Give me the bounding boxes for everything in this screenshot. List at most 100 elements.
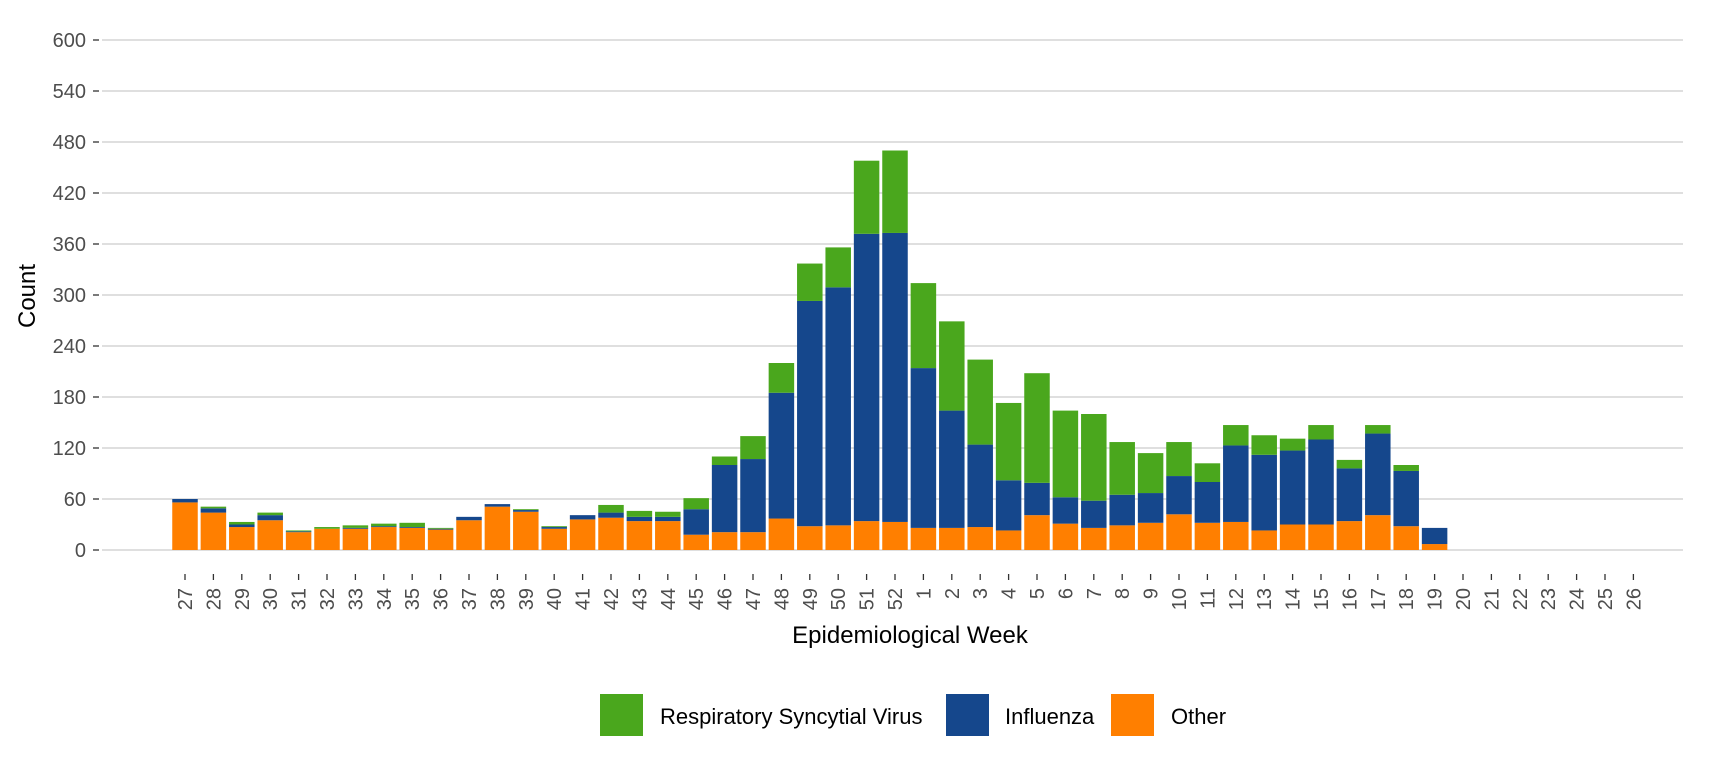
x-tick-label: 40 xyxy=(544,588,566,610)
x-tick-label: 30 xyxy=(260,588,282,610)
x-tick-label: 48 xyxy=(771,588,793,610)
bar-segment xyxy=(399,527,425,550)
bar-segment xyxy=(626,510,653,517)
bar-segment xyxy=(1251,454,1277,531)
x-tick-label: 33 xyxy=(345,588,367,610)
x-tick-label: 34 xyxy=(374,588,396,610)
x-tick-label: 20 xyxy=(1453,588,1475,610)
bar-segment xyxy=(1137,493,1164,523)
y-tick-label: 480 xyxy=(53,132,86,154)
bar-segment xyxy=(853,521,880,550)
bar-segment xyxy=(768,518,795,550)
bar-segment xyxy=(541,528,567,550)
x-tick-label: 41 xyxy=(573,588,595,610)
bar-segment xyxy=(1279,438,1306,451)
x-tick-label: 25 xyxy=(1595,588,1617,610)
bar-segment xyxy=(1194,482,1221,523)
x-tick-label: 11 xyxy=(1197,588,1219,609)
bar-segment xyxy=(711,456,738,465)
bar-segment xyxy=(1081,527,1107,550)
bar-segment xyxy=(1279,524,1306,550)
bar-segment xyxy=(882,150,908,233)
x-tick-label: 17 xyxy=(1368,588,1390,610)
bar-segment xyxy=(939,410,965,528)
legend-swatch xyxy=(946,694,989,736)
bar-segment xyxy=(427,529,454,550)
bar-segment xyxy=(1365,433,1391,516)
bar-segment xyxy=(825,525,851,550)
bar-segment xyxy=(314,528,340,550)
bar-segment xyxy=(1308,439,1334,525)
x-tick-label: 12 xyxy=(1226,588,1248,610)
x-tick-label: 15 xyxy=(1311,588,1333,610)
bar-segment xyxy=(342,525,369,528)
bar-segment xyxy=(427,528,454,530)
bar-segment xyxy=(371,526,397,528)
bar-segment xyxy=(655,516,681,522)
bar-segment xyxy=(967,359,993,445)
bar-segment xyxy=(1336,459,1363,469)
bar-segment xyxy=(683,498,709,510)
y-tick-label: 60 xyxy=(64,489,86,511)
x-tick-label: 5 xyxy=(1027,588,1049,599)
bar-segment xyxy=(1365,425,1391,434)
bar-segment xyxy=(1308,524,1334,550)
bar-segment xyxy=(541,527,567,529)
x-tick-label: 37 xyxy=(459,588,481,610)
bar-segment xyxy=(200,508,227,513)
bar-segment xyxy=(1336,521,1363,550)
bar-segment xyxy=(711,465,738,533)
bar-segment xyxy=(967,527,993,550)
x-tick-label: 46 xyxy=(715,588,737,610)
bar-segment xyxy=(1223,445,1249,522)
bar-segment xyxy=(882,521,908,550)
bar-segment xyxy=(257,520,283,550)
bar-segment xyxy=(598,512,624,518)
bar-segment xyxy=(910,527,937,550)
y-axis-title: Count xyxy=(14,264,41,328)
x-tick-label: 2 xyxy=(942,588,964,599)
legend-swatch xyxy=(600,694,643,736)
bar-segment xyxy=(797,300,823,527)
bar-segment xyxy=(797,263,823,301)
x-tick-label: 49 xyxy=(800,588,822,610)
bar-segment xyxy=(569,515,596,520)
bar-segment xyxy=(1251,530,1277,550)
legend-swatch xyxy=(1111,694,1154,736)
bar-segment xyxy=(541,526,567,528)
bar-segment xyxy=(655,511,681,517)
bar-segment xyxy=(1393,465,1419,471)
x-tick-label: 35 xyxy=(402,588,424,610)
bar-segment xyxy=(1365,515,1391,550)
bar-segment xyxy=(683,534,709,550)
bar-segment xyxy=(1109,525,1135,550)
bar-segment xyxy=(995,480,1022,531)
bar-segment xyxy=(910,368,937,528)
legend-label: Other xyxy=(1171,704,1226,729)
bar-segment xyxy=(825,247,851,288)
bar-segment xyxy=(598,504,624,513)
bar-segment xyxy=(1393,526,1419,550)
bar-segment xyxy=(1393,470,1419,527)
y-tick-label: 180 xyxy=(53,387,86,409)
bar-segment xyxy=(853,160,880,234)
bar-segment xyxy=(1024,515,1050,550)
x-tick-label: 16 xyxy=(1339,588,1361,610)
bar-segment xyxy=(1081,500,1107,528)
x-tick-label: 31 xyxy=(289,588,311,610)
y-tick-label: 360 xyxy=(53,234,86,256)
bar-segment xyxy=(285,530,312,532)
y-tick-label: 240 xyxy=(53,336,86,358)
bar-segment xyxy=(995,530,1022,550)
legend-label: Respiratory Syncytial Virus xyxy=(660,704,922,729)
x-tick-label: 10 xyxy=(1169,588,1191,610)
y-tick-label: 600 xyxy=(53,30,86,52)
y-tick-label: 120 xyxy=(53,438,86,460)
bar-segment xyxy=(257,512,283,516)
bar-segment xyxy=(1166,442,1192,477)
bar-segment xyxy=(1024,373,1050,483)
bar-segment xyxy=(427,527,454,529)
y-tick-label: 540 xyxy=(53,81,86,103)
x-tick-label: 4 xyxy=(999,588,1021,599)
bar-segment xyxy=(1109,494,1135,526)
